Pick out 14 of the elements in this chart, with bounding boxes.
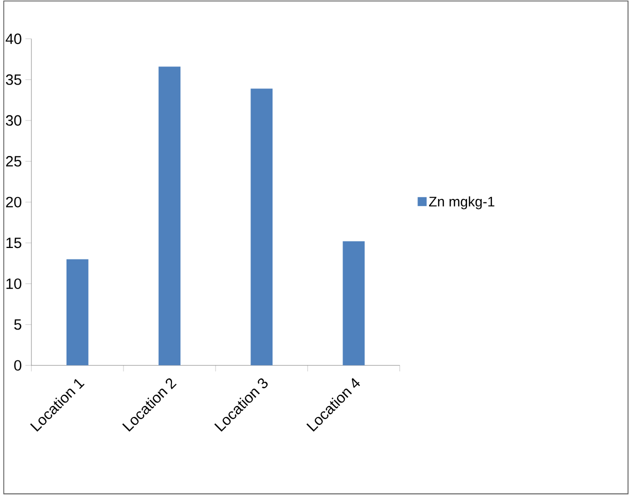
y-tick-label: 25 xyxy=(6,156,22,167)
bar xyxy=(342,241,365,366)
bar xyxy=(250,88,273,366)
y-tick-label: 5 xyxy=(14,319,22,330)
y-tick-label: 0 xyxy=(14,360,22,371)
y-tick-label: 35 xyxy=(6,74,22,85)
y-tick-label: 15 xyxy=(6,238,22,248)
y-tick-label: 10 xyxy=(6,278,22,290)
y-tick-label: 40 xyxy=(6,34,22,44)
bar xyxy=(66,259,88,366)
bar xyxy=(158,66,180,366)
legend-label: Zn mgkg-1 xyxy=(429,196,494,210)
y-tick-label: 20 xyxy=(6,196,22,208)
y-tick-label: 30 xyxy=(6,115,22,126)
